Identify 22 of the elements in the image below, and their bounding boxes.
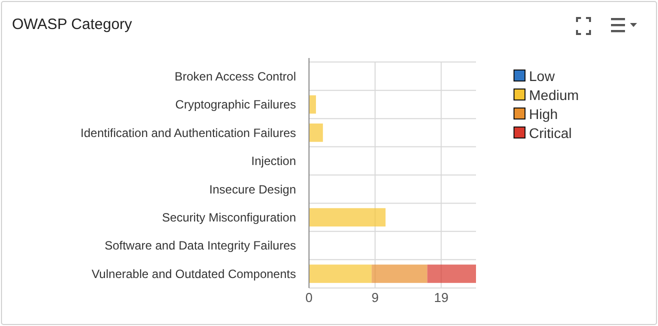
text: OWASP Category	[12, 16, 133, 33]
bar	[309, 95, 316, 114]
y-tick-label: Vulnerable and Outdated Components	[92, 266, 296, 281]
bar	[309, 124, 323, 142]
bar	[427, 264, 476, 283]
y-tick-label: Identification and Authentication Failures	[80, 126, 296, 140]
y-tick-label: Cryptographic Failures	[175, 98, 296, 112]
y-tick-label: Security Misconfiguration	[162, 210, 296, 225]
bar	[309, 264, 372, 283]
legend-label: High	[529, 106, 558, 122]
legend-label: Medium	[529, 86, 579, 103]
bar	[372, 264, 428, 283]
x-tick-label: 0	[305, 290, 313, 305]
y-tick-label: Insecure Design	[209, 182, 296, 196]
y-tick-label: Injection	[251, 154, 296, 168]
legend-label: Low	[529, 68, 556, 84]
y-tick-label: Software and Data Integrity Failures	[104, 238, 296, 253]
legend-label: Critical	[529, 124, 572, 141]
bar	[309, 208, 386, 226]
x-tick-label: 19	[434, 290, 448, 305]
y-tick-label: Broken Access Control	[174, 69, 296, 84]
x-tick-label: 9	[371, 290, 379, 305]
